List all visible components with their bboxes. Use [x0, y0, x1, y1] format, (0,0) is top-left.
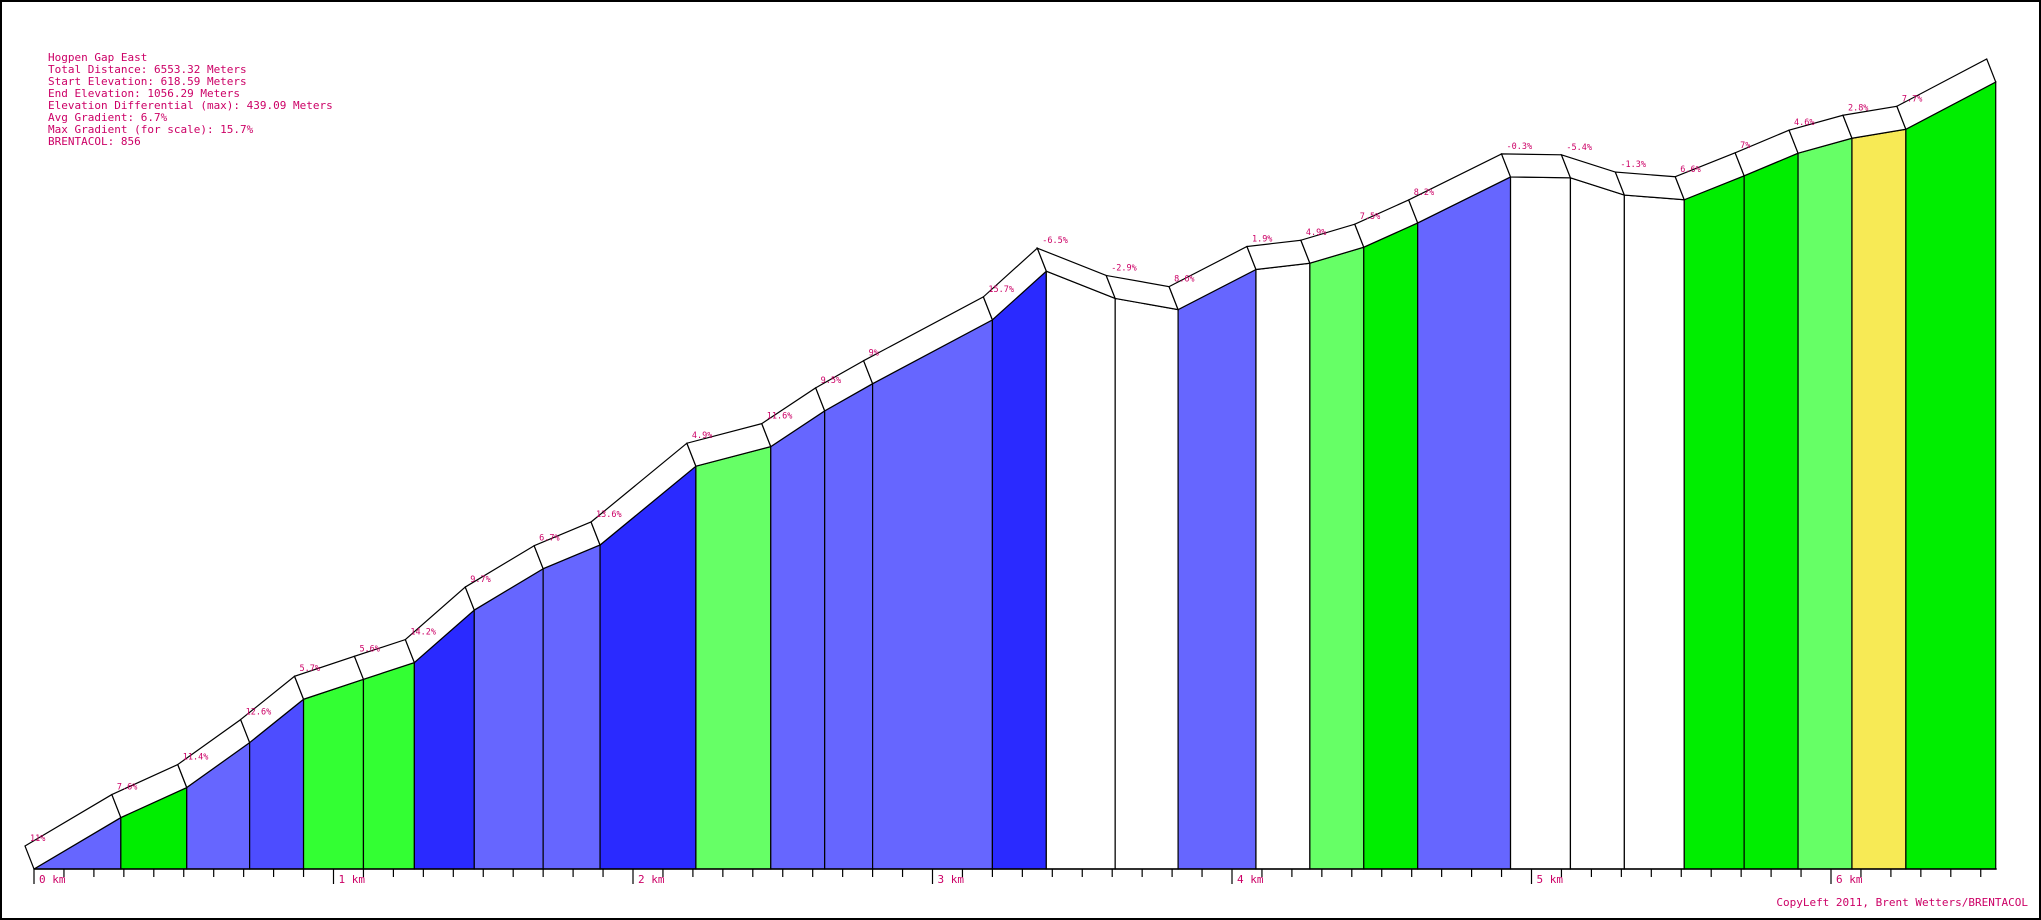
- segment-area-20: [1309, 246, 1365, 870]
- gradient-label-6: 5.6%: [359, 644, 379, 654]
- gradient-label-23: -0.3%: [1507, 142, 1533, 152]
- segment-area-29: [1851, 128, 1907, 870]
- gradient-label-26: 6.6%: [1680, 165, 1700, 175]
- segment-area-18: [1177, 268, 1257, 870]
- segment-area-12: [770, 409, 826, 870]
- x-tick-label-0: 0 km: [39, 873, 66, 886]
- x-tick-label-1: 1 km: [339, 873, 366, 886]
- segment-area-17: [1114, 297, 1179, 870]
- gradient-label-16: -6.5%: [1042, 236, 1068, 246]
- gradient-label-22: 8.2%: [1414, 188, 1434, 198]
- gradient-label-2: 7.6%: [117, 783, 137, 793]
- gradient-label-7: 14.2%: [410, 628, 436, 638]
- gradient-label-17: -2.9%: [1111, 263, 1137, 273]
- x-tick-label-3: 3 km: [938, 873, 965, 886]
- gradient-label-4: 12.6%: [246, 708, 272, 718]
- brentacol-score: BRENTACOL: 856: [48, 135, 141, 148]
- segment-area-13: [824, 382, 874, 870]
- segment-ribbon-23: [1500, 153, 1572, 179]
- segments-layer: [33, 80, 1997, 870]
- copyright-text: CopyLeft 2011, Brent Wetters/BRENTACOL: [1776, 896, 2028, 909]
- gradient-label-3: 11.4%: [183, 753, 209, 763]
- gradient-label-28: 4.6%: [1794, 118, 1814, 128]
- gradient-label-15: 15.7%: [988, 285, 1014, 295]
- gradient-label-11: 4.9%: [692, 431, 712, 441]
- gradient-label-1: 11%: [30, 834, 45, 844]
- gradient-label-30: 7.7%: [1902, 94, 1922, 104]
- gradient-label-14: 9%: [869, 349, 879, 359]
- gradient-label-10: 13.6%: [596, 510, 622, 520]
- x-tick-label-5: 5 km: [1537, 873, 1564, 886]
- segment-area-15: [991, 269, 1047, 870]
- segment-area-5: [302, 678, 365, 870]
- gradient-label-25: -1.3%: [1620, 160, 1646, 170]
- gradient-label-19: 1.9%: [1252, 235, 1272, 245]
- x-tick-label-2: 2 km: [638, 873, 665, 886]
- segment-area-21: [1363, 222, 1419, 870]
- route-info-block: Hogpen Gap East Total Distance: 6553.32 …: [48, 51, 333, 148]
- segment-area-14: [871, 318, 994, 870]
- gradient-label-12: 11.6%: [767, 412, 793, 422]
- segment-area-30: [1905, 80, 1997, 870]
- segment-area-6: [362, 661, 415, 870]
- x-tick-label-4: 4 km: [1237, 873, 1264, 886]
- segment-area-9: [542, 544, 601, 870]
- gradient-label-21: 7.5%: [1360, 212, 1380, 222]
- gradient-label-20: 4.9%: [1306, 228, 1326, 238]
- segment-ribbon-30: [1896, 58, 1997, 131]
- segment-area-28: [1797, 137, 1853, 870]
- segment-area-8: [473, 567, 544, 870]
- segment-area-19: [1255, 262, 1311, 870]
- gradient-label-5: 5.7%: [300, 664, 320, 674]
- ribbon-layer: [24, 58, 1997, 870]
- segment-area-16: [1045, 270, 1116, 870]
- x-axis: 0 km 1 km 2 km 3 km 4 km 5 km 6 km: [33, 868, 1997, 886]
- segment-area-24: [1569, 176, 1625, 870]
- gradient-label-13: 9.5%: [821, 376, 841, 386]
- elevation-differential: Elevation Differential (max): 439.09 Met…: [48, 99, 333, 112]
- gradient-label-18: 8.6%: [1174, 275, 1194, 285]
- gradient-label-27: 7%: [1740, 141, 1750, 151]
- segment-area-25: [1623, 194, 1685, 870]
- segment-area-26: [1683, 174, 1745, 870]
- segment-area-22: [1417, 175, 1512, 870]
- gradient-label-9: 6.7%: [539, 534, 559, 544]
- x-tick-label-6: 6 km: [1836, 873, 1863, 886]
- gradient-label-29: 2.8%: [1848, 103, 1868, 113]
- segment-area-23: [1509, 176, 1572, 870]
- total-distance: Total Distance: 6553.32 Meters: [48, 63, 247, 76]
- segment-area-27: [1743, 152, 1799, 870]
- max-gradient: Max Gradient (for scale): 15.7%: [48, 123, 254, 136]
- gradient-label-24: -5.4%: [1566, 143, 1592, 153]
- segment-area-11: [695, 445, 772, 870]
- gradient-label-8: 9.7%: [470, 575, 490, 585]
- end-elevation: End Elevation: 1056.29 Meters: [48, 87, 240, 100]
- gradient-labels-layer: 11% 7.6% 11.4% 12.6% 5.7% 5.6% 14.2% 9.7% 6.7% 13…: [30, 94, 1922, 844]
- segment-ribbon-25: [1614, 171, 1686, 201]
- avg-gradient: Avg Gradient: 6.7%: [48, 111, 168, 124]
- route-title: Hogpen Gap East: [48, 51, 147, 64]
- start-elevation: Start Elevation: 618.59 Meters: [48, 75, 247, 88]
